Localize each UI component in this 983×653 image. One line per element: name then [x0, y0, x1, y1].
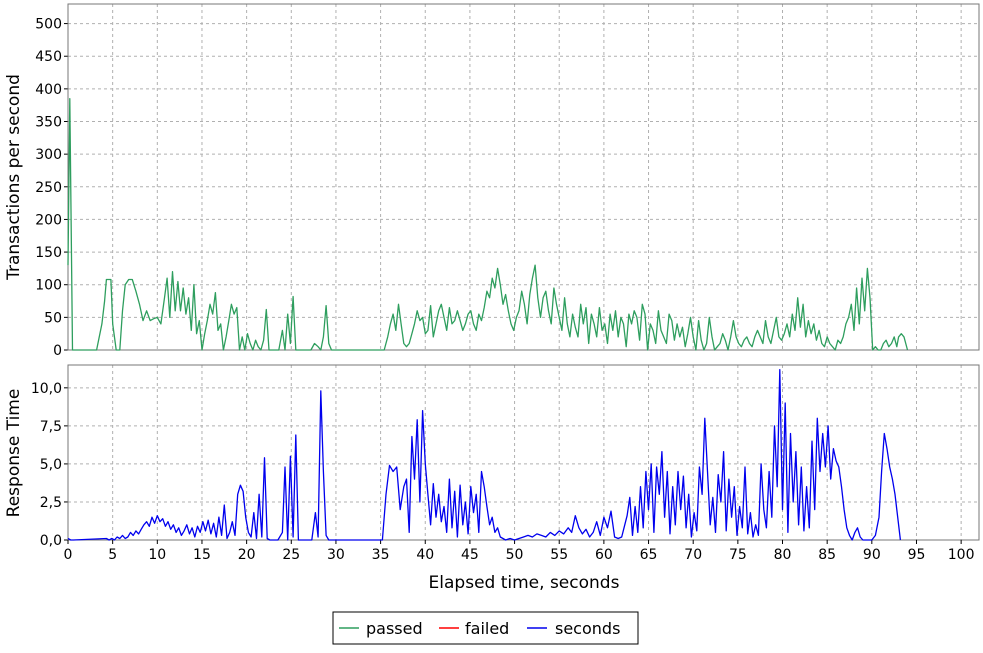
- top-y-tick-label: 300: [35, 147, 62, 163]
- x-tick-label: 70: [684, 547, 702, 563]
- top-y-tick-label: 250: [35, 180, 62, 196]
- top-y-axis-title: Transactions per second: [4, 74, 24, 281]
- bottom-y-tick-label: 10,0: [31, 381, 62, 397]
- x-tick-label: 5: [108, 547, 117, 563]
- x-tick-label: 40: [416, 547, 434, 563]
- top-y-tick-label: 200: [35, 212, 62, 228]
- x-tick-label: 60: [595, 547, 613, 563]
- top-y-tick-label: 0: [53, 343, 62, 359]
- legend-label-seconds: seconds: [555, 619, 620, 638]
- x-tick-label: 45: [461, 547, 479, 563]
- bottom-y-axis-title: Response Time: [4, 389, 24, 518]
- top-y-tick-label: 400: [35, 82, 62, 98]
- bottom-y-tick-label: 0,0: [40, 533, 62, 549]
- top-y-tick-label: 150: [35, 245, 62, 261]
- bottom-y-tick-label: 7,5: [40, 419, 62, 435]
- x-tick-label: 50: [506, 547, 524, 563]
- legend: passed failed seconds: [332, 611, 639, 645]
- x-tick-label: 20: [238, 547, 256, 563]
- x-tick-label: 85: [818, 547, 836, 563]
- series-line-passed: [67, 98, 909, 351]
- top-y-tick-label: 100: [35, 278, 62, 294]
- legend-box: [332, 611, 639, 645]
- x-tick-label: 25: [282, 547, 300, 563]
- top-y-tick-label: 350: [35, 115, 62, 131]
- bottom-y-tick-label: 2,5: [40, 495, 62, 511]
- top-plot: 0 50 100 150 200 250 300 350 400 450 500: [35, 3, 980, 359]
- x-tick-label: 100: [948, 547, 975, 563]
- x-tick-label: 55: [550, 547, 568, 563]
- top-plot-frame: [67, 3, 980, 351]
- top-y-tick-label: 450: [35, 49, 62, 65]
- bottom-plot-frame: [67, 364, 980, 541]
- bottom-plot: 0,0 2,5 5,0 7,5 10,0 0 5 10 15 20 25 30 35 40 45 50 55 60…: [31, 364, 980, 563]
- x-tick-label: 30: [327, 547, 345, 563]
- x-tick-label: 90: [863, 547, 881, 563]
- x-tick-label: 35: [372, 547, 390, 563]
- x-tick-label: 75: [729, 547, 747, 563]
- series-line-seconds: [67, 368, 902, 541]
- bottom-plot-area: [68, 365, 979, 540]
- x-tick-label: 80: [774, 547, 792, 563]
- x-tick-label: 15: [193, 547, 211, 563]
- legend-label-passed: passed: [366, 619, 423, 638]
- x-tick-label: 0: [64, 547, 73, 563]
- x-tick-label: 95: [908, 547, 926, 563]
- x-axis-title: Elapsed time, seconds: [429, 573, 620, 593]
- legend-label-failed: failed: [465, 619, 509, 638]
- top-y-tick-label: 50: [44, 310, 62, 326]
- x-tick-label: 10: [148, 547, 166, 563]
- top-y-tick-label: 500: [35, 17, 62, 33]
- x-tick-label: 65: [640, 547, 658, 563]
- bottom-y-tick-label: 5,0: [40, 457, 62, 473]
